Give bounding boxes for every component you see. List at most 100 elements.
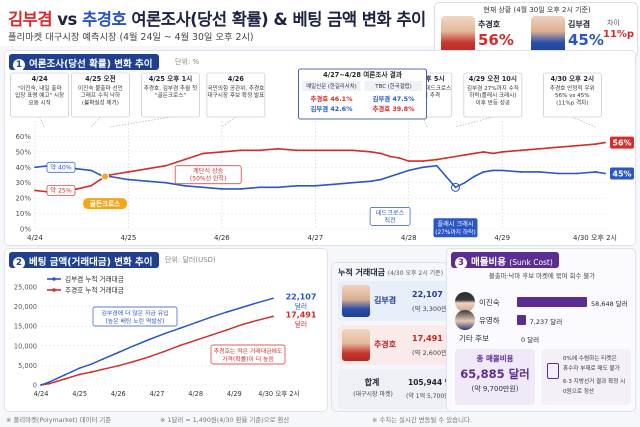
data-point-김부겸 xyxy=(594,171,597,173)
annotation-leader xyxy=(221,116,237,128)
data-point-김부겸 xyxy=(398,172,401,175)
sunk-row-bar xyxy=(517,297,587,307)
current-choo-name: 추경호 xyxy=(478,20,501,29)
annotation-leader xyxy=(572,116,596,128)
annotation-leader xyxy=(422,116,428,128)
y-tick-label: 0 xyxy=(33,382,37,390)
gap-label: 차이 xyxy=(607,19,620,27)
balance-title: 누적 거래대금 (4/30 오후 2시 기준) xyxy=(338,267,443,278)
data-point-김부겸 xyxy=(389,175,391,178)
balance-choo-row: 추경호 17,491 달러 (약 2,600만원) xyxy=(338,325,460,365)
poll-chart-svg: 0% 10% 20% 30% 40% 50% 60% 4/24 4/25 4/26 4/27 4/28… xyxy=(10,68,634,242)
annotation-text: 김부겸 27%까지 수직 xyxy=(467,84,519,92)
golden-cross-marker xyxy=(101,172,110,181)
callout-flash: 플래시 크래시(27%까지 하락) xyxy=(433,218,478,238)
balance-choo-name: 추경호 xyxy=(374,340,397,349)
data-point-김부겸 xyxy=(99,174,102,176)
data-point xyxy=(90,371,93,373)
x-tick-label: 4/26 xyxy=(111,390,126,398)
data-point-추경호 xyxy=(277,147,279,150)
data-point-추경호 xyxy=(90,184,92,187)
end-label-kim-text: 45% xyxy=(612,169,631,178)
data-point-김부겸 xyxy=(407,169,410,172)
end-value-choo: 17,491 xyxy=(286,310,317,319)
balance-total-label-sub: (대구시장 마켓) xyxy=(353,391,393,398)
data-point xyxy=(241,306,243,309)
y-tick-label: 25,000 xyxy=(14,284,37,292)
data-point-김부겸 xyxy=(333,183,335,186)
sunk-total-box: 총 매몰비용 65,885 달러 (약 9,700만원) xyxy=(455,349,535,405)
data-point-추경호 xyxy=(183,158,186,161)
x-tick-label: 4/25 xyxy=(72,390,87,398)
data-point-추경호 xyxy=(127,171,130,173)
annotation-date: 4/25 오전 xyxy=(85,74,116,83)
page-subtitle: 폴리마켓 대구시장 예측시장 (4월 24일 ~ 4월 30일 오후 2시) xyxy=(8,32,254,43)
x-tick-label: 4/28 xyxy=(401,234,417,242)
choo-avatar xyxy=(441,16,475,54)
callout-dead-line1: 데드크로스 xyxy=(376,209,405,217)
sunk-note-box: 0%에 수렴하는 티켓은 휴수자 부재로 매도 불가 6·3 지방선거 결과 확… xyxy=(541,349,631,405)
choo-avatar xyxy=(342,329,370,361)
annotation-text: 국민의힘 공관위, 추경호 xyxy=(207,84,264,92)
title-kim: 추경호 xyxy=(82,10,127,29)
data-point xyxy=(179,327,182,330)
data-point-김부겸 xyxy=(501,169,504,172)
annotation-box xyxy=(542,72,602,118)
sunk-title: 매몰비용 xyxy=(471,257,506,268)
data-point-김부겸 xyxy=(127,178,130,181)
callout-golden: 골든크로스 xyxy=(83,198,128,210)
sunk-note-b: 휴수자 부재로 매도 불가 xyxy=(563,366,620,372)
candidate-avatar xyxy=(455,310,475,330)
balance-kim-value: 22,107 달러 xyxy=(412,290,461,299)
note-kim-inflow-box xyxy=(92,306,178,327)
end-label-choo-bg xyxy=(610,136,634,149)
ticket-icon xyxy=(547,363,559,379)
series-line-추경호 xyxy=(34,141,606,193)
data-point-김부겸 xyxy=(351,181,354,184)
data-point xyxy=(210,316,213,319)
annotation-date: 4/24 xyxy=(32,75,49,83)
callout-step-line1: 계단식 상승 xyxy=(193,167,224,175)
current-status-label: 현재 상황 (4월 30일 오후 2시 기준) xyxy=(483,6,591,14)
annotation-text: (11%p 격차) xyxy=(556,98,588,106)
annotation-date: 4/30 오후 2시 xyxy=(551,74,595,83)
sunk-total-krw: (약 9,700만원) xyxy=(471,385,519,393)
poll-col-line2: 추경호 39.8% xyxy=(372,104,415,113)
callout-golden-box xyxy=(83,198,128,210)
data-point xyxy=(210,334,213,337)
balance-choo-value: 17,491 달러 xyxy=(412,334,461,343)
data-point xyxy=(63,374,66,377)
callout-choo-start: 약 25% xyxy=(46,185,76,196)
data-point-추경호 xyxy=(258,149,261,152)
data-point-김부겸 xyxy=(473,175,476,178)
kim-avatar xyxy=(342,285,370,317)
y-tick-label: 60% xyxy=(15,133,31,141)
end-label-choo-text: 56% xyxy=(612,139,631,148)
annotation-box xyxy=(463,72,523,118)
data-point-추경호 xyxy=(76,187,78,190)
y-tick-label: 15,000 xyxy=(14,323,37,331)
data-point-추경호 xyxy=(351,149,354,152)
data-point-추경호 xyxy=(604,141,606,144)
y-tick-label: 10% xyxy=(15,210,31,218)
balance-total-row: 합계 (대구시장 마켓) 105,944 달러 (약 1억 5,700만원) xyxy=(338,369,459,409)
candidate-avatar xyxy=(455,292,475,312)
footer-source: ※ 폴리마켓(Polymarket) 데이터 기준 xyxy=(6,416,112,424)
current-choo: 추경호 56% xyxy=(441,16,521,56)
data-point-추경호 xyxy=(557,146,560,149)
x-tick-label: 4/26 xyxy=(214,234,230,242)
poll-col-head-bg xyxy=(302,81,361,91)
data-point xyxy=(225,329,228,332)
balance-kim-krw: (약 3,300만원) xyxy=(412,305,456,313)
data-point-김부겸 xyxy=(90,169,92,172)
note-choo-price-line1: 추경호는 적은 거래대금에도 xyxy=(214,347,283,355)
data-point-김부겸 xyxy=(146,180,149,183)
sunk-total-label: 총 매몰비용 xyxy=(476,354,514,363)
data-point-김부겸 xyxy=(557,172,560,175)
betting-chart-panel: 2 베팅 금액(거래대금) 변화 추이 단위: 달러(USD) 0 5,000 10,… xyxy=(4,248,328,412)
footer-rate: ※ 1달러 = 1,490원(4/30 환율 기준)으로 환산 xyxy=(160,416,290,424)
balance-panel: 누적 거래대금 (4/30 오후 2시 기준) 김부겸 22,107 달러 (약… xyxy=(331,262,461,412)
data-point-추경호 xyxy=(202,152,205,155)
data-point xyxy=(163,350,166,353)
